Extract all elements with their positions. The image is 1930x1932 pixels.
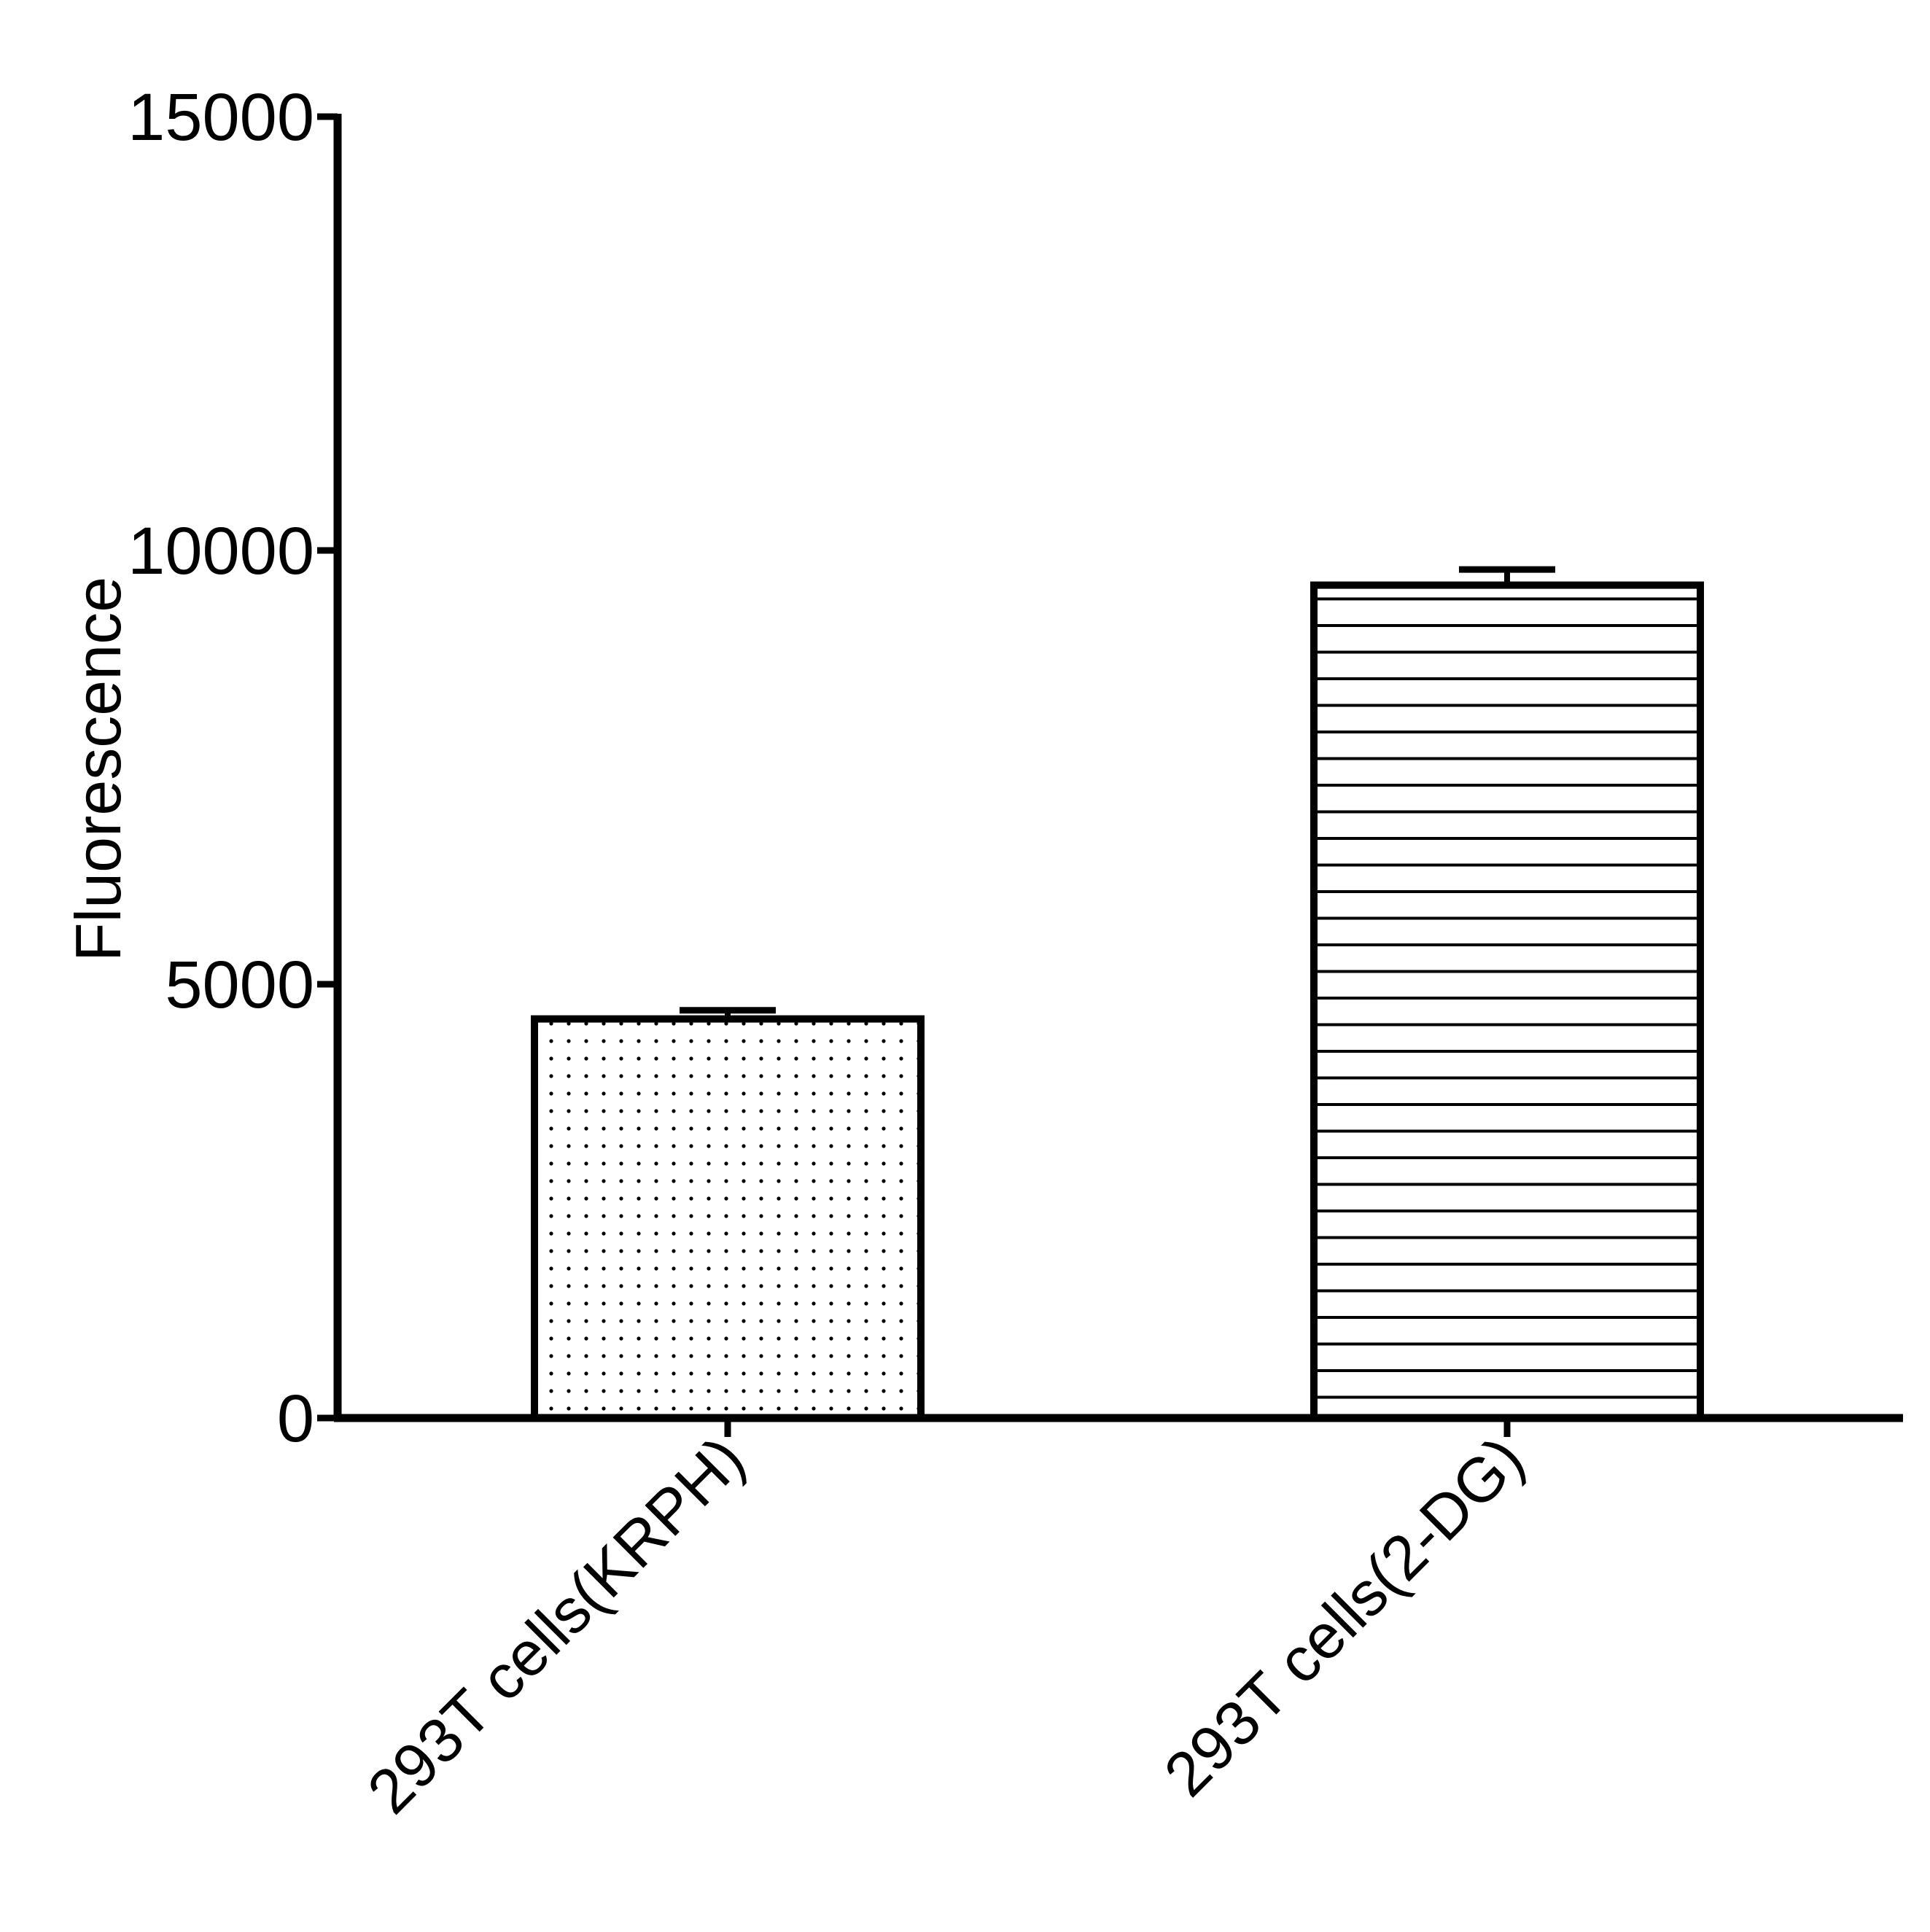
- x-category-label-2: 293T cells(2-DG): [1151, 1424, 1538, 1810]
- y-axis-title: Fluorescence: [62, 577, 134, 962]
- x-category-label-1: 293T cells(KRPH): [354, 1424, 758, 1827]
- y-tick-label-0: 0: [277, 1382, 314, 1456]
- y-tick-label-3: 15000: [128, 80, 314, 155]
- y-tick-label-1: 5000: [165, 948, 314, 1022]
- bar-1: [531, 1015, 925, 1422]
- y-tick-label-2: 10000: [128, 514, 314, 588]
- error-bar-1: [680, 1007, 776, 1019]
- error-bar-2: [1459, 566, 1555, 585]
- bar-2: [1310, 581, 1704, 1422]
